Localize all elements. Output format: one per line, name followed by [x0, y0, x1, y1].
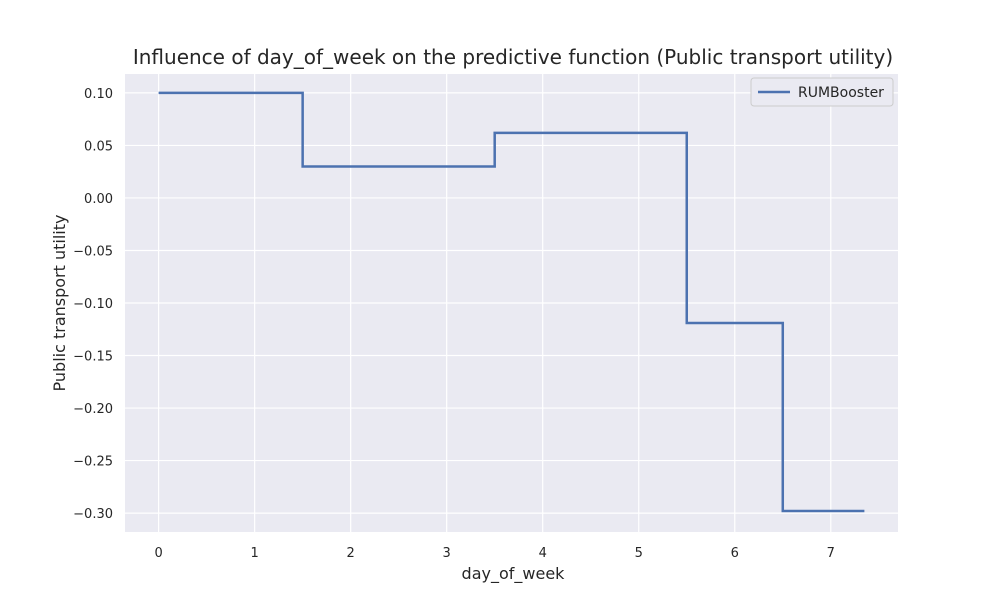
y-tick-label-0: 0.10 — [84, 87, 113, 102]
y-tick-labels: 0.10 0.05 0.00 −0.05 −0.10 −0.15 −0.20 −0.25 −0.… — [73, 87, 113, 522]
y-tick-label-4: −0.10 — [73, 297, 113, 312]
series-line-0 — [158, 91, 865, 513]
y-tick-label-8: −0.30 — [73, 507, 113, 522]
x-tick-label-4: 4 — [539, 546, 547, 561]
series-layer — [158, 91, 865, 513]
x-tick-label-7: 7 — [827, 546, 835, 561]
y-tick-label-1: 0.05 — [84, 139, 113, 154]
x-tick-label-2: 2 — [347, 546, 355, 561]
y-tick-label-3: −0.05 — [73, 244, 113, 259]
legend-entry-rumbooster: RUMBooster — [798, 85, 884, 101]
x-tick-label-0: 0 — [154, 546, 162, 561]
x-tick-label-5: 5 — [635, 546, 643, 561]
x-tick-label-1: 1 — [250, 546, 258, 561]
y-tick-label-5: −0.15 — [73, 350, 113, 365]
x-tick-label-6: 6 — [731, 546, 739, 561]
x-tick-label-3: 3 — [443, 546, 451, 561]
legend-box — [750, 77, 894, 107]
x-tick-labels: 0 1 2 3 4 5 6 7 — [154, 546, 834, 561]
x-axis-label: day_of_week — [462, 564, 566, 584]
legend: RUMBooster — [750, 77, 894, 107]
y-axis-label: Public transport utility — [50, 215, 69, 392]
chart-title: Influence of day_of_week on the predicti… — [133, 45, 893, 69]
y-tick-label-2: 0.00 — [84, 192, 113, 207]
y-tick-label-7: −0.25 — [73, 455, 113, 470]
y-tick-label-6: −0.20 — [73, 402, 113, 417]
